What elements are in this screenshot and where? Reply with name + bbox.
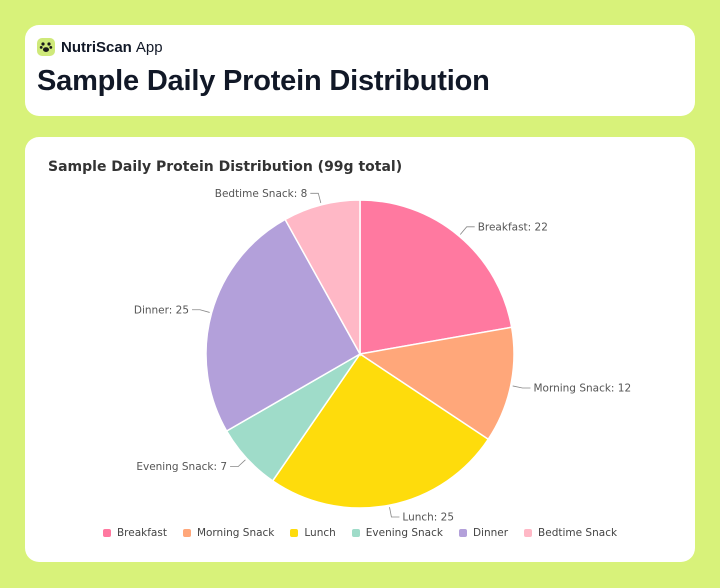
slice-label-evening-snack: Evening Snack: 7 xyxy=(136,461,227,473)
legend-item-breakfast: Breakfast xyxy=(102,527,167,539)
slice-label-morning-snack: Morning Snack: 12 xyxy=(533,382,631,394)
chart-title: Sample Daily Protein Distribution (99g t… xyxy=(48,159,403,175)
leader-line-evening-snack xyxy=(230,459,246,468)
legend-label: Bedtime Snack xyxy=(538,527,618,539)
pie-slice-dinner xyxy=(205,218,362,433)
legend-swatch xyxy=(351,529,360,537)
brand: NutriScan App xyxy=(37,37,163,57)
pie-slice-morning-snack xyxy=(358,326,515,441)
legend-label: Dinner xyxy=(472,527,509,539)
slice-label-lunch: Lunch: 25 xyxy=(402,512,454,524)
pie-chart: Breakfast: 22 Morning Snack: 12 Lunch: 25 E… xyxy=(134,188,631,524)
legend-label: Morning Snack xyxy=(196,527,275,539)
legend-item-dinner: Dinner xyxy=(458,527,509,539)
legend-swatch xyxy=(290,529,299,537)
leader-line-dinner xyxy=(192,309,210,313)
legend-swatch xyxy=(458,529,467,537)
slice-label-bedtime-snack: Bedtime Snack: 8 xyxy=(215,188,308,200)
legend-item-lunch: Lunch xyxy=(290,527,336,539)
slice-label-breakfast: Breakfast: 22 xyxy=(478,221,548,233)
chart-card: Sample Daily Protein Distribution (99g t… xyxy=(25,137,695,562)
legend-swatch xyxy=(102,529,111,537)
paw-icon xyxy=(37,38,55,56)
chart-legend: Breakfast Morning Snack Lunch Evening Snack… xyxy=(25,527,695,539)
legend-swatch xyxy=(524,529,533,537)
leader-line-bedtime-snack xyxy=(310,192,322,204)
pie-slice-lunch xyxy=(271,352,490,509)
leader-line-lunch xyxy=(389,507,400,518)
brand-name: NutriScan xyxy=(61,38,132,56)
header-card: NutriScan App Sample Daily Protein Distr… xyxy=(25,25,695,116)
pie-slice-breakfast xyxy=(359,199,513,355)
legend-item-bedtime-snack: Bedtime Snack xyxy=(524,527,617,539)
page-title: Sample Daily Protein Distribution xyxy=(37,65,490,97)
slice-label-dinner: Dinner: 25 xyxy=(134,304,189,316)
leader-line-morning-snack xyxy=(512,385,531,389)
legend-label: Lunch xyxy=(304,527,336,539)
legend-item-evening-snack: Evening Snack xyxy=(351,527,443,539)
legend-item-morning-snack: Morning Snack xyxy=(182,527,275,539)
leader-line-breakfast xyxy=(459,226,475,235)
brand-suffix: App xyxy=(135,38,163,56)
legend-label: Breakfast xyxy=(116,527,167,539)
legend-swatch xyxy=(182,529,191,537)
pie-slice-bedtime-snack xyxy=(284,199,361,357)
legend-label: Evening Snack xyxy=(365,527,443,539)
